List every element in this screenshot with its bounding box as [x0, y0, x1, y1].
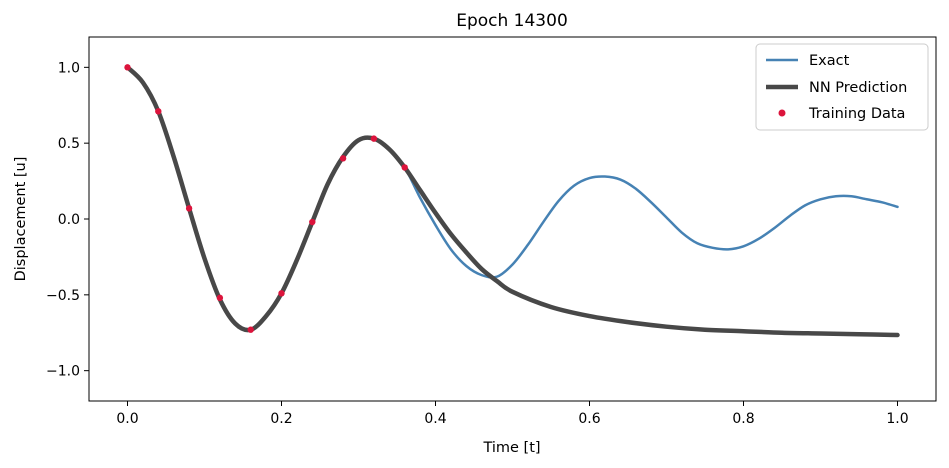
y-tick-label: −1.0 [46, 364, 80, 380]
y-tick-label: 0.0 [58, 212, 80, 228]
legend-label-exact: Exact [809, 53, 850, 69]
data-point-training-data [155, 108, 162, 115]
x-tick-label: 0.0 [116, 411, 138, 427]
data-point-training-data [339, 155, 347, 162]
x-tick-label: 0.4 [424, 411, 446, 427]
axis-ticks: 0.0 0.2 0.4 0.6 0.8 1.0 1.0 0.5 0.0 −0.5 −1.0 [46, 60, 909, 427]
data-point-training-data [185, 205, 193, 212]
data-point-training-data [124, 64, 131, 71]
legend-box [755, 43, 929, 131]
plot-area [124, 64, 900, 338]
y-tick-label: 0.5 [58, 136, 80, 152]
y-tick-label: 1.0 [58, 60, 80, 76]
data-point-training-data [370, 135, 378, 142]
data-point-training-data [216, 294, 224, 302]
x-tick-label: 0.6 [578, 411, 600, 427]
legend-swatch-training-data [778, 109, 786, 117]
x-tick-label: 0.2 [270, 411, 292, 427]
y-axis-label: Displacement [u] [13, 157, 29, 282]
data-point-training-data [309, 218, 316, 226]
legend-label-nn-prediction: NN Prediction [809, 80, 907, 96]
y-tick-label: −0.5 [46, 288, 80, 304]
legend-label-training-data: Training Data [808, 106, 905, 122]
x-axis-label: Time [t] [482, 440, 540, 456]
data-point-training-data [247, 326, 254, 333]
data-point-training-data [401, 164, 408, 171]
legend: Exact NN Prediction Training Data [755, 43, 929, 131]
data-point-training-data [278, 290, 285, 297]
x-tick-label: 0.8 [732, 411, 754, 427]
x-tick-label: 1.0 [886, 411, 908, 427]
chart-title: Epoch 14300 [456, 11, 568, 31]
